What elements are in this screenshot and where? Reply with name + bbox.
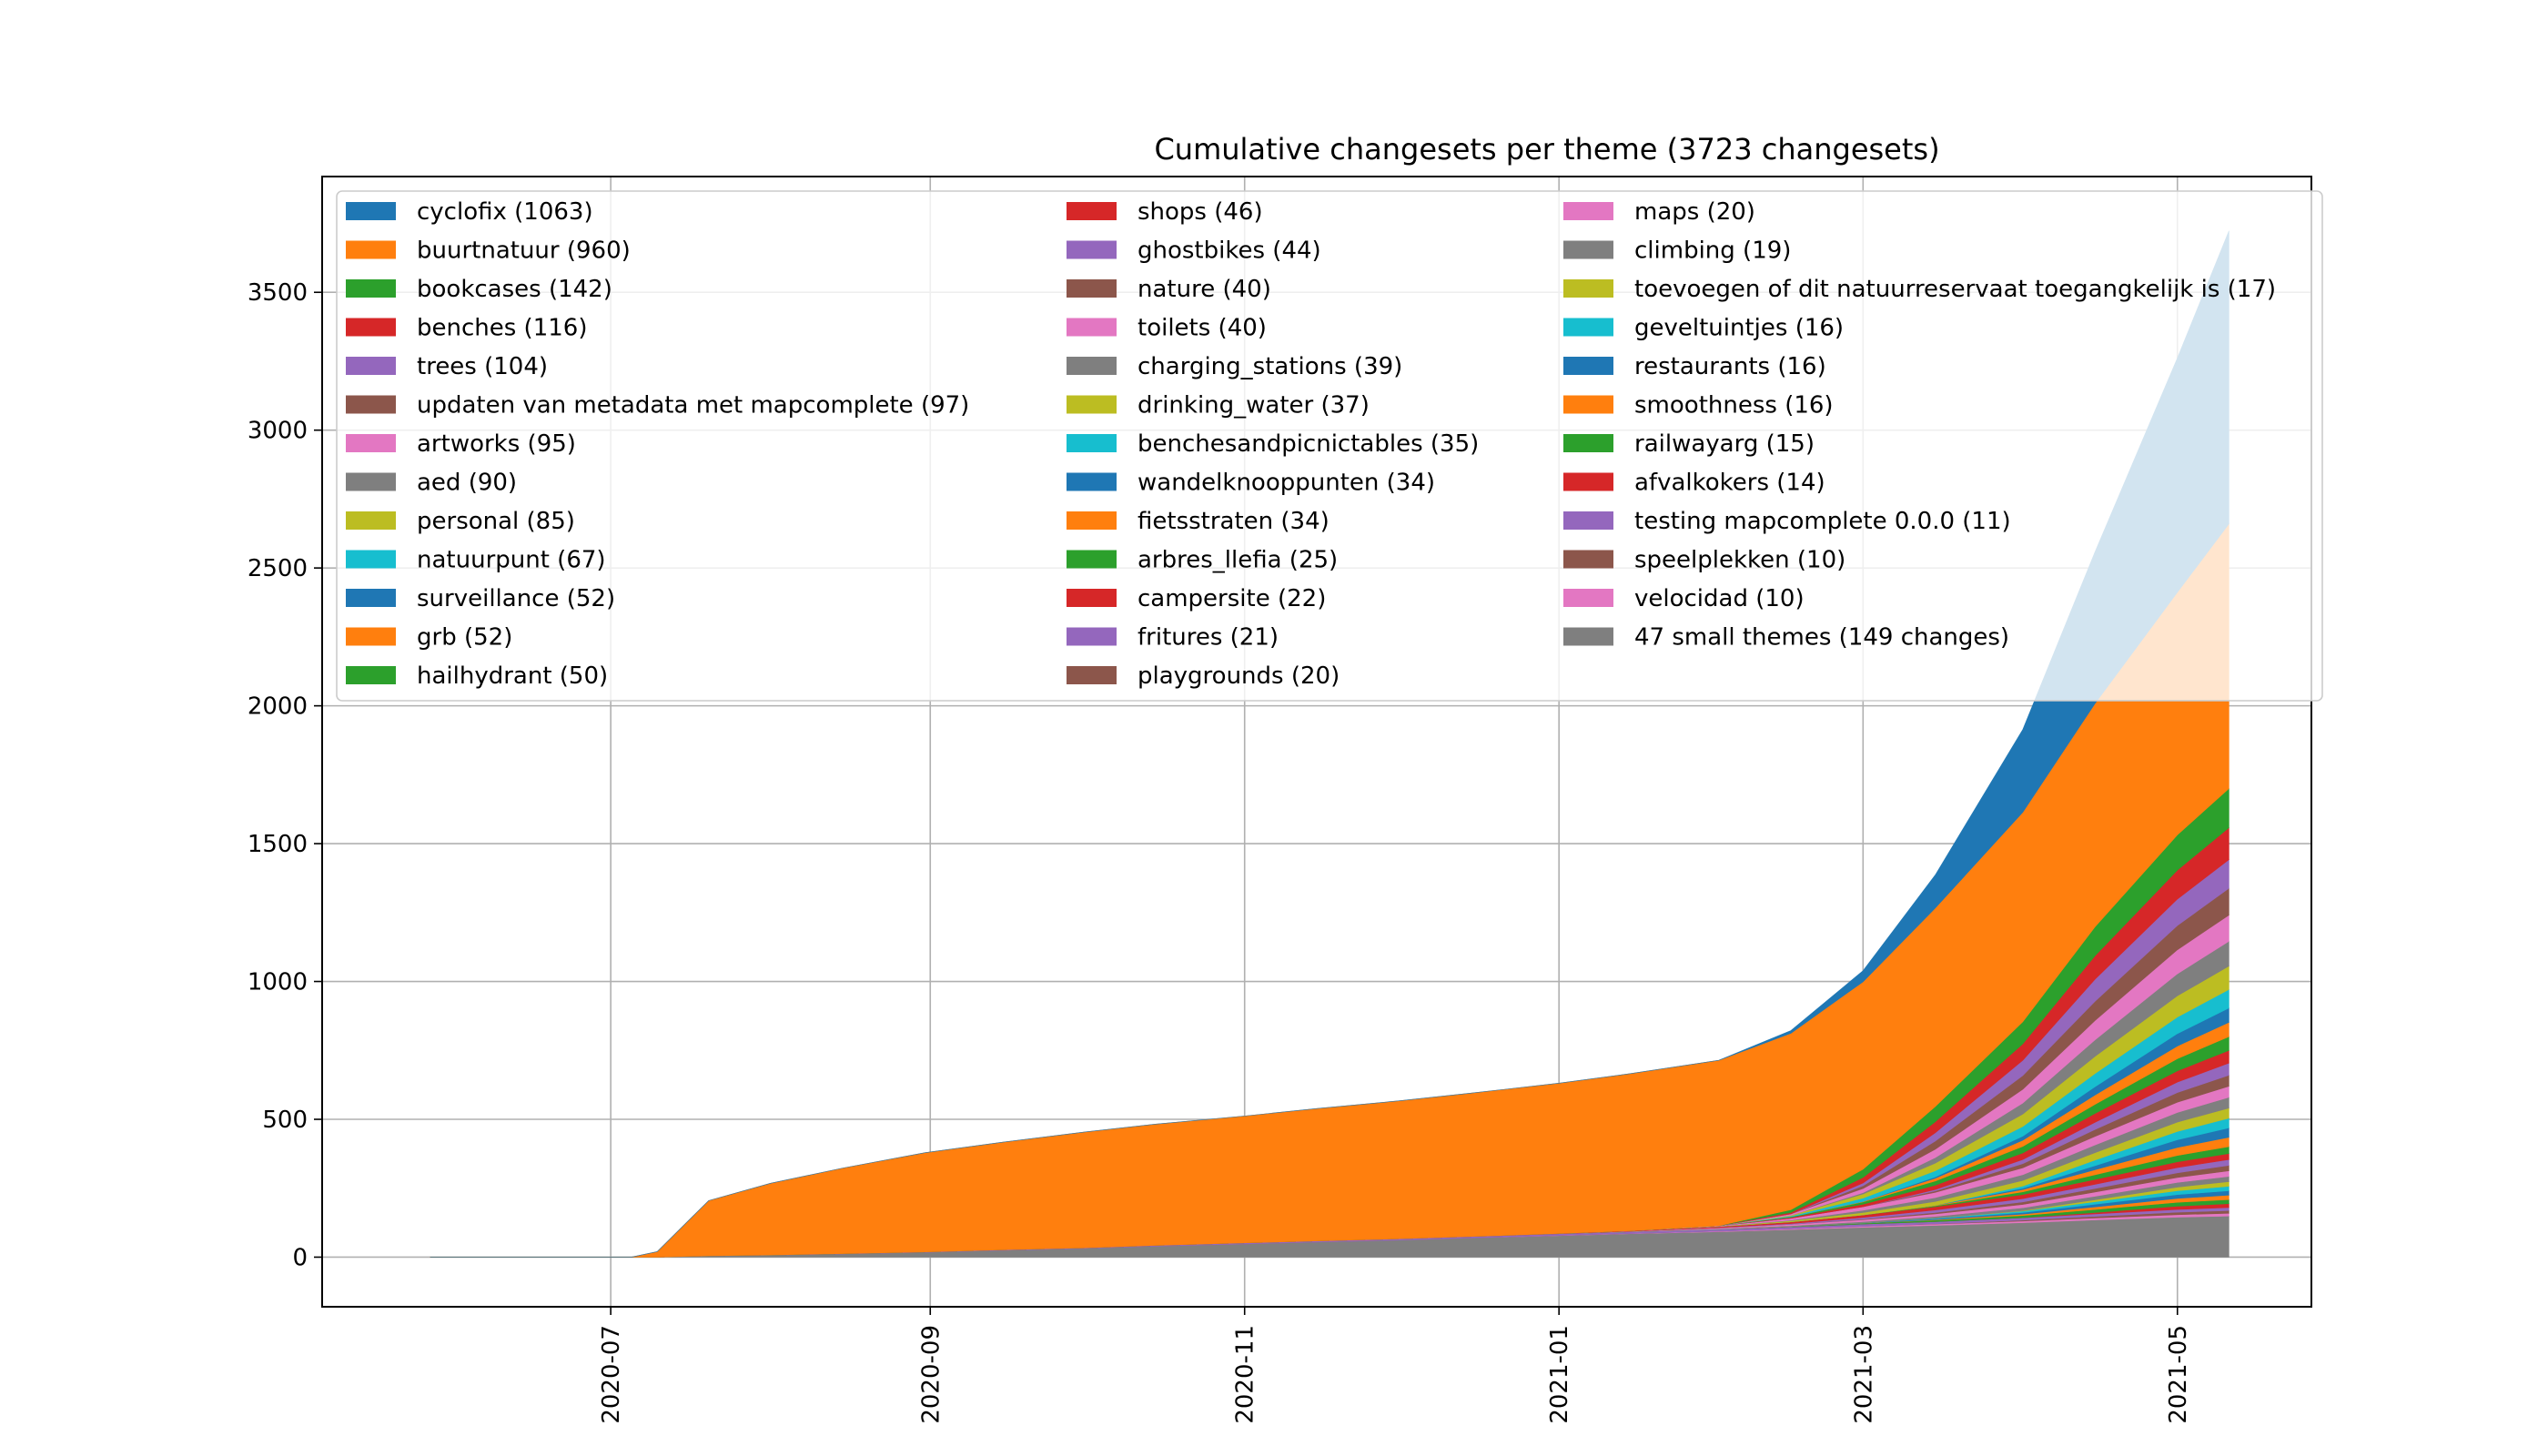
legend-label: cyclofix (1063) xyxy=(417,198,593,226)
stacked-areas xyxy=(430,230,2230,1258)
legend-label: playgrounds (20) xyxy=(1138,662,1340,690)
legend-box xyxy=(336,190,2323,702)
legend-label: climbing (19) xyxy=(1634,238,1791,265)
legend-label: grb (52) xyxy=(417,624,512,652)
legend-swatch xyxy=(1067,550,1117,569)
legend-label: fritures (21) xyxy=(1138,624,1279,652)
legend-swatch xyxy=(1067,472,1117,491)
legend-swatch xyxy=(346,589,396,607)
legend-swatch xyxy=(346,434,396,452)
legend-label: benchesandpicnictables (35) xyxy=(1138,430,1479,458)
legend-label: updaten van metadata met mapcomplete (97… xyxy=(417,392,969,420)
legend-label: hailhydrant (50) xyxy=(417,662,608,690)
legend-swatch xyxy=(1067,589,1117,607)
legend-label: afvalkokers (14) xyxy=(1634,470,1825,497)
legend-swatch xyxy=(346,357,396,375)
legend-swatch xyxy=(346,666,396,684)
legend-label: maps (20) xyxy=(1634,198,1755,226)
x-tick-label: 2020-09 xyxy=(917,1325,945,1424)
y-axis: 0 500 1000 1500 2000 2500 3000 3500 xyxy=(248,279,322,1271)
legend-swatch xyxy=(1067,240,1117,259)
legend-swatch xyxy=(1563,511,1613,530)
legend-label: railwayarg (15) xyxy=(1634,430,1815,458)
plot-frame xyxy=(321,176,2312,1308)
legend-label: restaurants (16) xyxy=(1634,353,1826,380)
legend-label: wandelknooppunten (34) xyxy=(1138,470,1435,497)
legend-swatch xyxy=(1563,395,1613,414)
legend-swatch xyxy=(346,240,396,259)
legend-swatch xyxy=(346,395,396,414)
legend-label: 47 small themes (149 changes) xyxy=(1634,624,2009,652)
legend-swatch xyxy=(1067,395,1117,414)
chart-title: Cumulative changesets per theme (3723 ch… xyxy=(1154,132,1939,167)
legend-swatch xyxy=(1563,434,1613,452)
y-tick-label: 3000 xyxy=(248,418,308,445)
legend-swatch xyxy=(1563,240,1613,259)
legend-label: charging_stations (39) xyxy=(1138,353,1402,380)
legend-label: testing mapcomplete 0.0.0 (11) xyxy=(1634,508,2011,535)
legend-label: toilets (40) xyxy=(1138,315,1267,342)
legend-swatch xyxy=(1563,202,1613,220)
legend-swatch xyxy=(346,472,396,491)
legend-swatch xyxy=(1563,472,1613,491)
legend-swatch xyxy=(346,511,396,530)
y-tick-label: 2500 xyxy=(248,555,308,582)
legend-label: surveillance (52) xyxy=(417,585,615,612)
legend-label: natuurpunt (67) xyxy=(417,547,606,574)
legend-swatch xyxy=(1067,357,1117,375)
legend-label: smoothness (16) xyxy=(1634,392,1834,420)
x-tick-label: 2020-11 xyxy=(1232,1325,1259,1424)
y-tick-label: 500 xyxy=(262,1107,308,1134)
legend-swatch xyxy=(1067,627,1117,646)
legend-swatch xyxy=(1067,279,1117,298)
legend-swatch xyxy=(1563,550,1613,569)
legend-label: nature (40) xyxy=(1138,276,1271,303)
legend-swatch xyxy=(1563,318,1613,337)
y-tick-label: 0 xyxy=(292,1244,308,1271)
y-tick-label: 1000 xyxy=(248,969,308,996)
x-tick-label: 2020-07 xyxy=(598,1325,625,1424)
x-axis: 2020-07 2020-09 2020-11 2021-01 2021-03 2021-… xyxy=(598,1307,2192,1424)
legend-swatch xyxy=(1563,279,1613,298)
legend-label: aed (90) xyxy=(417,470,517,497)
y-tick-label: 2000 xyxy=(248,693,308,721)
legend-swatch xyxy=(1563,357,1613,375)
legend-label: arbres_llefia (25) xyxy=(1138,547,1338,574)
legend-label: shops (46) xyxy=(1138,198,1263,226)
legend-label: benches (116) xyxy=(417,315,587,342)
legend: cyclofix (1063) buurtnatuur (960) bookcase… xyxy=(336,190,2323,702)
legend-swatch xyxy=(1563,627,1613,646)
legend-swatch xyxy=(1067,318,1117,337)
legend-swatch xyxy=(1067,434,1117,452)
legend-label: artworks (95) xyxy=(417,430,576,458)
legend-label: drinking_water (37) xyxy=(1138,392,1370,420)
x-tick-label: 2021-05 xyxy=(2165,1325,2192,1424)
legend-label: fietsstraten (34) xyxy=(1138,508,1330,535)
x-tick-label: 2021-01 xyxy=(1546,1325,1573,1424)
legend-label: trees (104) xyxy=(417,353,548,380)
legend-swatch xyxy=(1563,589,1613,607)
legend-label: toevoegen of dit natuurreservaat toegang… xyxy=(1634,276,2276,303)
legend-swatch xyxy=(346,627,396,646)
legend-swatch xyxy=(346,202,396,220)
y-tick-label: 1500 xyxy=(248,831,308,858)
legend-label: geveltuintjes (16) xyxy=(1634,315,1844,342)
x-tick-label: 2021-03 xyxy=(1850,1325,1877,1424)
legend-swatch xyxy=(346,318,396,337)
legend-label: personal (85) xyxy=(417,508,575,535)
legend-label: speelplekken (10) xyxy=(1634,547,1845,574)
legend-label: velocidad (10) xyxy=(1634,585,1805,612)
legend-swatch xyxy=(1067,666,1117,684)
legend-label: bookcases (142) xyxy=(417,276,612,303)
legend-swatch xyxy=(346,550,396,569)
legend-swatch xyxy=(1067,511,1117,530)
y-tick-label: 3500 xyxy=(248,279,308,307)
legend-label: campersite (22) xyxy=(1138,585,1326,612)
legend-swatch xyxy=(1067,202,1117,220)
legend-label: ghostbikes (44) xyxy=(1138,238,1321,265)
legend-swatch xyxy=(346,279,396,298)
legend-label: buurtnatuur (960) xyxy=(417,238,631,265)
